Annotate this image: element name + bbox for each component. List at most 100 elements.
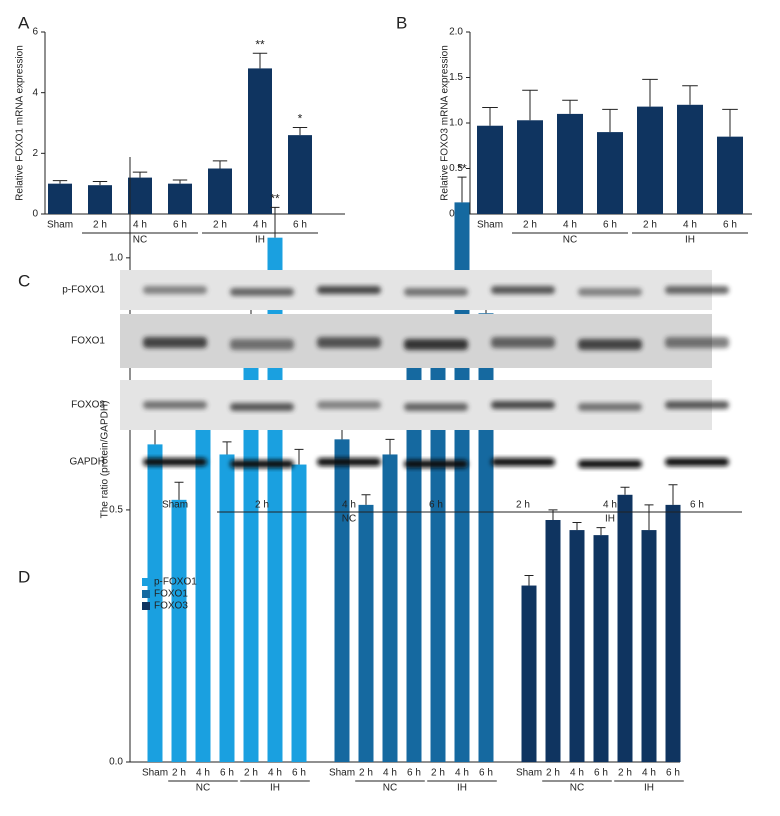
error-bar xyxy=(457,176,467,203)
lane-label: Sham xyxy=(162,500,188,511)
blot-band xyxy=(143,458,207,466)
x-tick-label: 4 h xyxy=(253,220,267,231)
y-tick-label: 1.0 xyxy=(109,252,123,263)
group-label: NC xyxy=(342,514,356,525)
error-bar xyxy=(270,206,280,238)
group-label: NC xyxy=(383,783,397,794)
error-bar xyxy=(722,108,738,137)
blot-band xyxy=(665,286,729,294)
bar xyxy=(208,168,232,214)
error-bar xyxy=(668,484,678,505)
panel-label: C xyxy=(18,271,30,290)
error-bar xyxy=(620,486,630,495)
y-axis-label: Relative FOXO3 mRNA expression xyxy=(440,45,451,201)
y-tick-label: 2 xyxy=(32,148,38,159)
y-axis-label: The ratio (protein/GAPDH) xyxy=(100,401,111,519)
significance: ** xyxy=(270,192,280,206)
bar xyxy=(521,585,537,762)
x-tick-label: Sham xyxy=(329,768,355,779)
bar xyxy=(617,494,633,762)
significance: * xyxy=(298,112,303,126)
error-bar xyxy=(92,181,108,186)
y-tick-label: 0.0 xyxy=(109,757,123,768)
group-label: NC xyxy=(196,783,210,794)
error-bar xyxy=(385,438,395,455)
legend-label: FOXO1 xyxy=(154,589,188,600)
x-tick-label: 6 h xyxy=(173,220,187,231)
lane-label: 4 h xyxy=(342,500,356,511)
bar xyxy=(597,132,623,214)
x-tick-label: 6 h xyxy=(666,768,680,779)
blot-band xyxy=(317,286,381,294)
bar xyxy=(248,68,272,215)
error-bar xyxy=(548,509,558,520)
y-axis-label: Relative FOXO1 mRNA expression xyxy=(15,45,26,201)
blot-band xyxy=(404,339,468,350)
x-tick-label: 4 h xyxy=(683,220,697,231)
x-tick-label: 2 h xyxy=(213,220,227,231)
error-bar xyxy=(132,171,148,178)
blot-band xyxy=(491,286,555,294)
x-tick-label: Sham xyxy=(142,768,168,779)
group-label: IH xyxy=(255,235,265,246)
blot-band xyxy=(578,288,642,296)
blot-row-label: FOXO1 xyxy=(71,336,105,347)
blot-band xyxy=(230,460,294,468)
blot-band xyxy=(491,337,555,348)
x-tick-label: 2 h xyxy=(172,768,186,779)
x-tick-label: 4 h xyxy=(570,768,584,779)
x-tick-label: 6 h xyxy=(292,768,306,779)
bar xyxy=(267,237,283,762)
error-bar xyxy=(644,504,654,531)
bar xyxy=(641,530,657,762)
blot-band xyxy=(404,403,468,411)
blot-band xyxy=(404,460,468,468)
x-tick-label: 2 h xyxy=(431,768,445,779)
bar xyxy=(665,504,681,762)
x-tick-label: 6 h xyxy=(723,220,737,231)
bar xyxy=(517,120,543,214)
bar xyxy=(334,439,350,762)
blot-band xyxy=(578,339,642,350)
error-bar xyxy=(212,160,228,169)
blot-band xyxy=(230,339,294,350)
error-bar xyxy=(222,441,232,455)
blot-row-label: GAPDH xyxy=(69,457,105,468)
x-tick-label: 2 h xyxy=(93,220,107,231)
blot-band xyxy=(491,458,555,466)
bar xyxy=(291,464,307,762)
x-tick-label: 4 h xyxy=(642,768,656,779)
significance: ** xyxy=(457,161,467,175)
blot-band xyxy=(317,401,381,409)
error-bar xyxy=(602,108,618,133)
group-label: NC xyxy=(570,783,584,794)
panel-label: D xyxy=(18,567,30,586)
legend-label: p-FOXO1 xyxy=(154,577,197,588)
x-tick-label: 2 h xyxy=(244,768,258,779)
lane-label: 6 h xyxy=(690,500,704,511)
error-bar xyxy=(174,481,184,500)
bar xyxy=(48,183,72,214)
blot-band xyxy=(404,288,468,296)
bar xyxy=(171,499,187,762)
x-tick-label: Sham xyxy=(477,220,503,231)
y-tick-label: 2.0 xyxy=(449,27,463,38)
error-bar xyxy=(294,448,304,465)
panel-label: B xyxy=(396,13,407,32)
y-tick-label: 0.5 xyxy=(449,163,463,174)
bar xyxy=(557,113,583,214)
error-bar xyxy=(572,522,582,531)
x-tick-label: 4 h xyxy=(196,768,210,779)
bar xyxy=(717,136,743,214)
blot-band xyxy=(491,401,555,409)
legend-label: FOXO3 xyxy=(154,601,188,612)
bar xyxy=(545,520,561,762)
bar xyxy=(288,135,312,214)
lane-label: 2 h xyxy=(255,500,269,511)
error-bar xyxy=(524,574,534,586)
blot-band xyxy=(665,337,729,348)
x-tick-label: 2 h xyxy=(546,768,560,779)
x-tick-label: 4 h xyxy=(268,768,282,779)
error-bar xyxy=(337,428,347,440)
blot-row-label: FOXO3 xyxy=(71,400,105,411)
